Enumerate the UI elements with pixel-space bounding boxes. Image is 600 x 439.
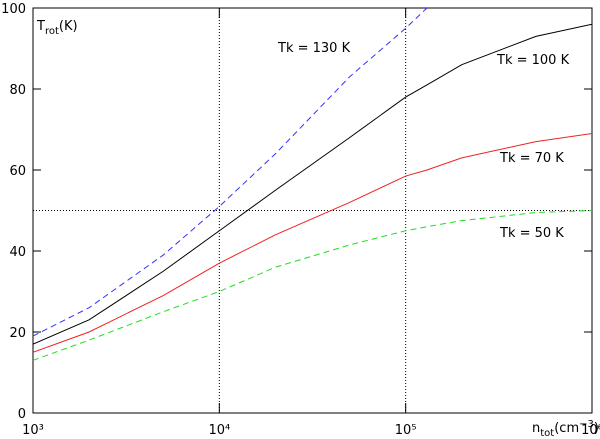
x-label-part: (cm (554, 421, 579, 436)
x-label-part: ) (594, 421, 599, 436)
x-tick-label: 10⁴ (208, 423, 230, 438)
y-tick-label: 20 (9, 326, 26, 341)
series-label: Tk = 50 K (499, 226, 564, 241)
series-line (33, 210, 592, 361)
x-axis-label: ntot(cm−3) (532, 419, 599, 439)
y-label-part: T (36, 19, 45, 34)
y-tick-label: 0 (18, 407, 26, 422)
series-line (33, 23, 592, 345)
x-label-part: tot (540, 428, 554, 439)
y-axis-label: Trot(K) (36, 19, 78, 37)
x-tick-label: 10³ (22, 423, 44, 438)
y-tick-label: 60 (9, 164, 26, 179)
series-label: Tk = 100 K (496, 53, 570, 68)
y-label-part: rot (45, 26, 59, 37)
x-label-part: n (532, 421, 540, 436)
y-tick-label: 40 (9, 245, 26, 260)
series-label: Tk = 70 K (499, 151, 564, 166)
y-label-part: (K) (59, 19, 78, 34)
x-tick-label: 10⁶ (581, 423, 600, 438)
y-tick-label: 100 (1, 2, 26, 17)
x-label-part: −3 (579, 419, 594, 430)
series-line (33, 8, 428, 337)
series-line (33, 133, 592, 353)
y-tick-label: 80 (9, 83, 26, 98)
x-tick-label: 10⁵ (395, 423, 417, 438)
series-label: Tk = 130 K (277, 41, 351, 56)
